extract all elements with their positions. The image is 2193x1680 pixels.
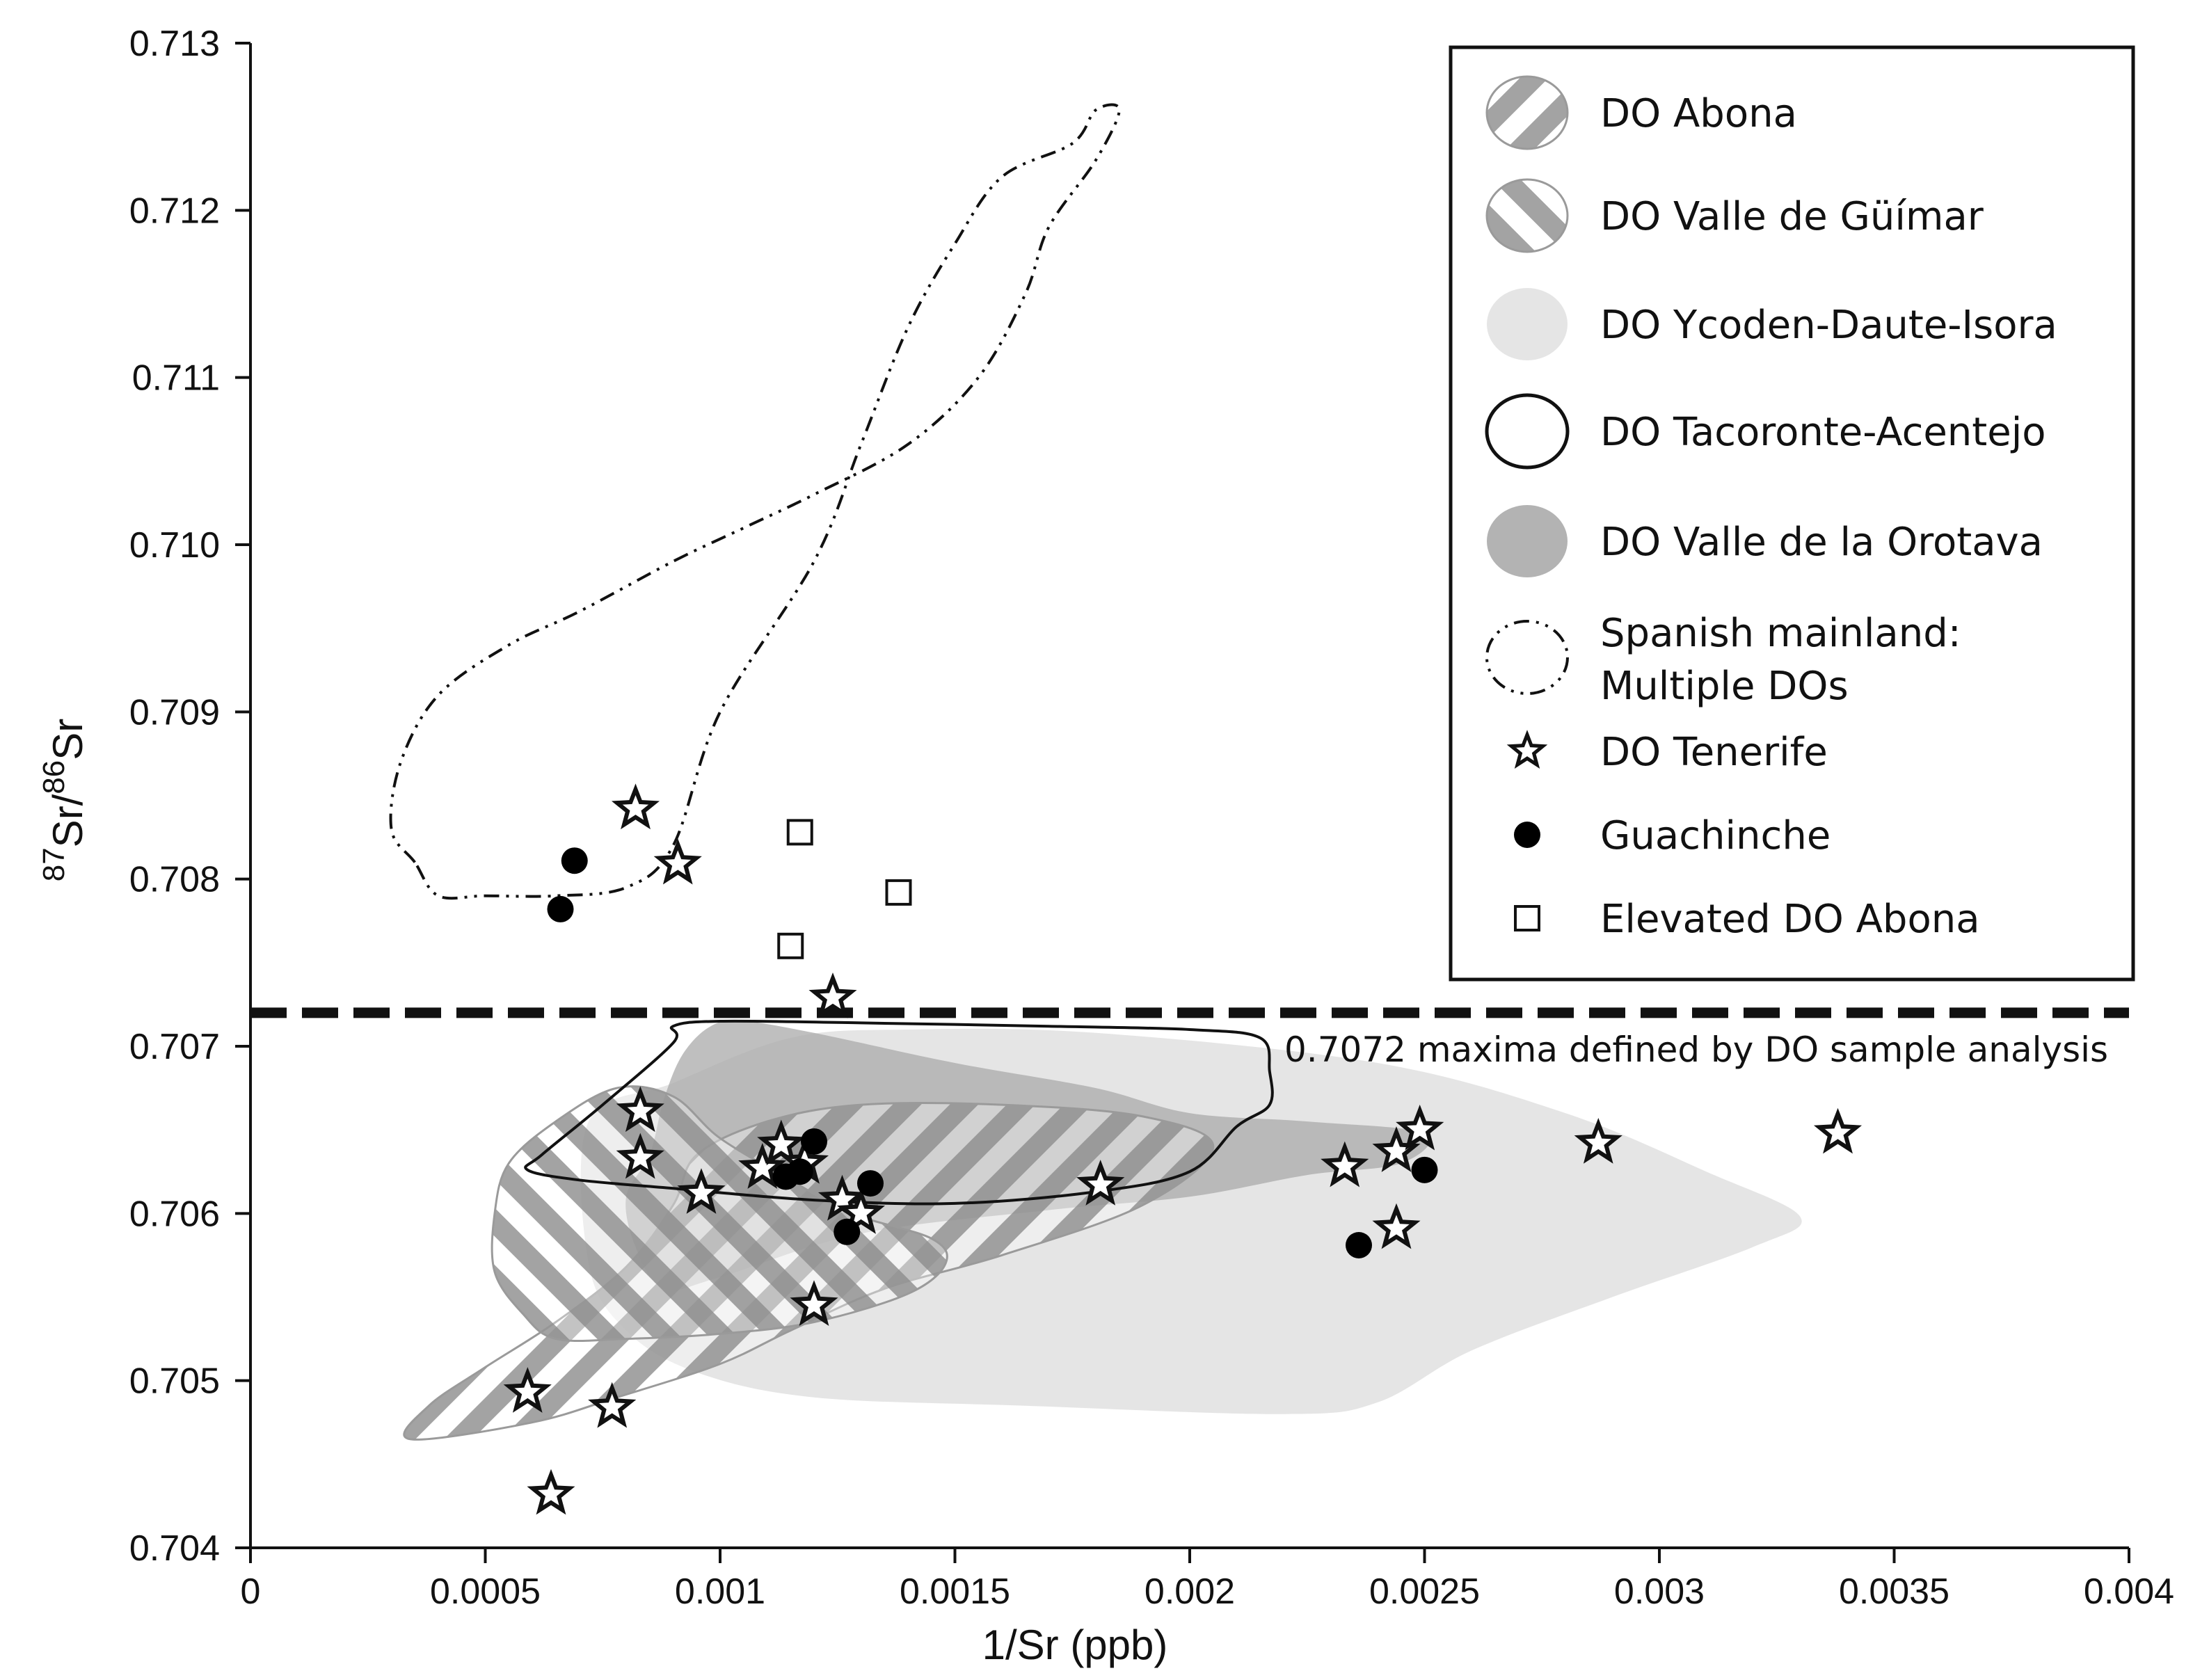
x-tick-label-5: 0.002	[1145, 1571, 1235, 1612]
legend-label-do-valle-de-g-mar: DO Valle de Güímar	[1600, 194, 1984, 239]
point-do-tenerife-17	[1321, 1141, 1369, 1187]
legend-item-guachinche: Guachinche	[1514, 813, 1831, 858]
y-tick-label-4: 0.707	[129, 1027, 220, 1067]
y-tick-label-2: 0.705	[129, 1361, 220, 1402]
legend-label-do-tenerife: DO Tenerife	[1600, 730, 1828, 775]
axes-layer: 0 0.0005 0.001 0.0015 0.002 0.0025 0.003 0.0035…	[37, 24, 2174, 1668]
x-tick-label-8: 0.0035	[1839, 1571, 1949, 1612]
legend-label-multiple-dos: Multiple DOs	[1600, 664, 1849, 709]
legend-item-do-abona: DO Abona	[1485, 75, 1797, 150]
point-guachinche-5	[801, 1128, 827, 1155]
point-do-tenerife-19	[1396, 1104, 1444, 1151]
region-spanish-mainland	[389, 103, 1121, 900]
y-tick-label-8: 0.711	[132, 358, 220, 399]
point-do-tenerife-22	[1813, 1107, 1863, 1154]
point-guachinche-4	[786, 1158, 813, 1185]
legend-item-do-ycoden-daute-isora: DO Ycoden-Daute-Isora	[1487, 288, 2057, 360]
x-tick-label-1: 0	[241, 1571, 261, 1612]
legend-symbol-do-valle-de-la-orotava	[1487, 505, 1568, 577]
point-guachinche-6	[857, 1170, 884, 1197]
point-do-tenerife-7	[738, 1143, 787, 1189]
y-tick-label-10: 0.713	[129, 24, 220, 64]
region-do-valle-de-g-mar	[491, 1085, 948, 1343]
point-do-tenerife-14	[503, 1367, 552, 1413]
y-tick-label-5: 0.708	[129, 860, 220, 900]
legend-item-do-tenerife: DO Tenerife	[1506, 730, 1828, 775]
legend-label-elevated-do-abona: Elevated DO Abona	[1600, 897, 1980, 942]
x-axis-label: 1/Sr (ppb)	[982, 1622, 1168, 1668]
legend-item-elevated-do-abona: Elevated DO Abona	[1514, 897, 1980, 942]
y-tick-label-7: 0.710	[129, 525, 220, 566]
legend-symbol-do-ycoden-daute-isora	[1487, 288, 1568, 360]
x-tick-label-9: 0.004	[2084, 1571, 2174, 1612]
legend-item-do-valle-de-g-mar: DO Valle de Güímar	[1485, 178, 1984, 253]
threshold-label: 0.7072 maxima defined by DO sample analy…	[1284, 1030, 2108, 1070]
x-tick-label-7: 0.003	[1614, 1571, 1705, 1612]
legend-label-guachinche: Guachinche	[1600, 813, 1831, 858]
point-elevated-do-abona-3	[777, 932, 804, 959]
legend-symbol-guachinche	[1514, 822, 1540, 848]
region-do-tacoronte-acentejo	[524, 1019, 1274, 1206]
point-do-tenerife-11	[836, 1188, 886, 1234]
point-do-tenerife-3	[808, 973, 857, 1018]
series-elevated-do-abona	[777, 819, 912, 959]
point-do-tenerife-20	[1372, 1203, 1421, 1249]
point-do-tenerife-16	[527, 1469, 575, 1515]
point-guachinche-8	[1346, 1231, 1372, 1258]
point-do-tenerife-21	[1574, 1118, 1622, 1164]
legend-item-do-tacoronte-acentejo: DO Tacoronte-Acentejo	[1485, 393, 2046, 470]
point-guachinche-1	[561, 847, 588, 874]
point-do-tenerife-13	[1076, 1160, 1125, 1206]
legend-label-spanish-mainland: Spanish mainland:	[1600, 611, 1961, 656]
threshold-layer: 0.7072 maxima defined by DO sample analy…	[250, 1007, 2129, 1070]
point-do-tenerife-5	[616, 1133, 664, 1179]
y-tick-label-3: 0.706	[129, 1194, 220, 1234]
legend-symbol-elevated-do-abona	[1514, 905, 1540, 931]
legend-symbol-do-tacoronte-acentejo	[1485, 393, 1570, 470]
regions-layer	[389, 103, 1802, 1441]
legend-symbol-spanish-mainland	[1485, 620, 1569, 695]
y-tick-label-1: 0.704	[129, 1528, 220, 1569]
legend-item-spanish-mainland: Spanish mainland: Multiple DOs	[1485, 611, 1961, 709]
legend-symbol-do-valle-de-g-mar	[1485, 178, 1569, 253]
points-layer	[503, 783, 1863, 1515]
x-tick-label-2: 0.0005	[430, 1571, 541, 1612]
point-do-tenerife-1	[611, 783, 660, 830]
x-tick-label-6: 0.0025	[1369, 1571, 1480, 1612]
y-axis-label: 87Sr/86Sr	[37, 719, 91, 882]
point-do-tenerife-4	[616, 1086, 664, 1133]
legend-label-do-abona: DO Abona	[1600, 91, 1797, 136]
y-tick-label-9: 0.712	[129, 191, 220, 231]
legend-item-do-valle-de-la-orotava: DO Valle de la Orotava	[1487, 505, 2043, 577]
point-guachinche-2	[547, 895, 574, 922]
legend-items: DO Abona DO Valle de Güímar DO Ycoden-Daut…	[1485, 75, 2057, 942]
x-tick-label-3: 0.001	[675, 1571, 765, 1612]
point-do-tenerife-6	[677, 1168, 726, 1214]
legend-symbol-do-abona	[1485, 75, 1569, 150]
y-axis-label-part-1: 87	[37, 847, 71, 881]
point-do-tenerife-8	[757, 1119, 806, 1166]
series-guachinche	[547, 847, 1438, 1258]
y-axis-label-part-3: 86	[37, 760, 71, 794]
point-guachinche-9	[1411, 1156, 1438, 1183]
y-tick-label-6: 0.709	[129, 692, 220, 733]
point-do-tenerife-12	[790, 1280, 838, 1326]
y-axis-label-part-4: Sr	[45, 719, 91, 760]
x-tick-label-4: 0.0015	[900, 1571, 1010, 1612]
series-do-tenerife	[503, 783, 1863, 1515]
point-guachinche-7	[834, 1218, 861, 1245]
legend: DO Abona DO Valle de Güímar DO Ycoden-Daut…	[1449, 45, 2135, 982]
point-elevated-do-abona-1	[786, 819, 813, 846]
point-elevated-do-abona-2	[885, 879, 912, 906]
point-do-tenerife-15	[588, 1382, 637, 1428]
point-do-tenerife-2	[653, 838, 702, 885]
legend-label-do-tacoronte-acentejo: DO Tacoronte-Acentejo	[1600, 410, 2046, 455]
legend-symbol-do-tenerife	[1506, 730, 1548, 769]
legend-label-do-ycoden-daute-isora: DO Ycoden-Daute-Isora	[1600, 303, 2057, 348]
y-axis-label-part-2: Sr/	[45, 794, 91, 847]
legend-label-do-valle-de-la-orotava: DO Valle de la Orotava	[1600, 520, 2043, 565]
